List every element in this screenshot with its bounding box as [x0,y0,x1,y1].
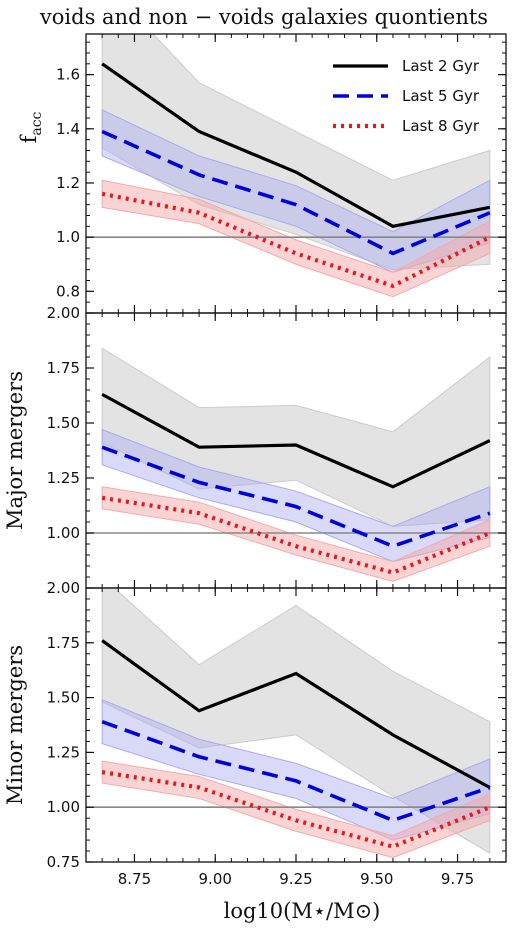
y-tick-label: 1.50 [47,689,80,707]
legend-entry: Last 2 Gyr [402,57,480,75]
legend-entry: Last 5 Gyr [402,87,480,105]
confidence-band [101,179,491,298]
y-tick-label: 1.00 [47,524,80,542]
x-tick-label: 9.00 [199,870,232,888]
y-axis-label: Minor mergers [3,645,27,805]
x-tick-label: 8.75 [118,870,151,888]
x-tick-label: 9.75 [441,870,474,888]
y-tick-label: 2.00 [47,579,80,597]
plot-area [86,588,506,859]
legend-entry: Last 8 Gyr [402,117,480,135]
y-tick-label: 2.00 [47,304,80,322]
y-tick-label: 0.8 [56,282,80,300]
x-tick-label: 9.25 [279,870,312,888]
y-tick-label: 1.25 [47,743,80,761]
y-axis-label: facc [17,111,45,143]
y-axis-label: Major mergers [3,371,27,530]
confidence-band [101,486,491,582]
y-tick-label: 0.75 [47,853,80,871]
legend: Last 2 Gyr Last 5 Gyr Last 8 Gyr [333,57,480,135]
x-tick-label: 9.50 [360,870,393,888]
y-tick-label: 1.2 [56,174,80,192]
panel-bottom: 0.75 1.00 1.25 1.50 1.75 2.00 8.75 9.00 9.25 9.50… [3,579,507,888]
y-tick-label: 1.00 [47,798,80,816]
plot-area [86,347,506,582]
y-tick-label: 1.6 [56,66,80,84]
x-axis-label: log10(M⋆/M⊙) [224,899,381,923]
confidence-band [101,760,491,859]
figure-title: voids and non − voids galaxies quontient… [39,5,488,29]
confidence-band [101,34,491,271]
panel-middle: 1.00 1.25 1.50 1.75 2.00 Major mergers [3,304,507,589]
y-tick-label: 1.75 [47,634,80,652]
y-tick-label: 1.75 [47,359,80,377]
series-line [101,191,491,289]
y-tick-label: 1.4 [56,120,80,138]
y-axis-label-main: f [17,133,41,143]
y-tick-label: 1.0 [56,228,80,246]
plot-area [86,34,506,298]
y-tick-label: 1.25 [47,469,80,487]
confidence-band [101,588,491,855]
y-tick-label: 1.50 [47,414,80,432]
y-axis-label-subscript: acc [29,111,45,135]
